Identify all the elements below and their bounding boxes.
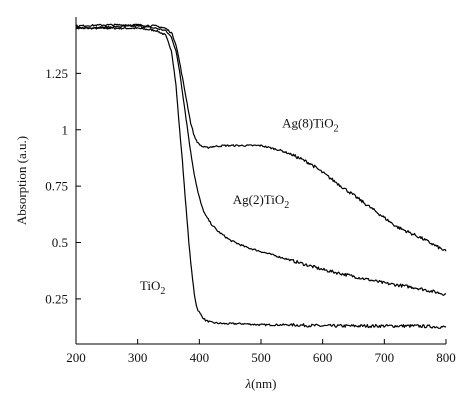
x-tick-label: 800 [436, 350, 456, 365]
series-label-0: TiO2 [140, 278, 165, 297]
series-label-base: Ag(8)TiO [282, 116, 334, 131]
series-label-1: Ag(2)TiO2 [233, 192, 290, 211]
x-tick-label: 300 [128, 350, 148, 365]
x-tick-label: 400 [190, 350, 210, 365]
x-axis-symbol: λ [245, 376, 252, 391]
x-tick-label: 500 [251, 350, 271, 365]
series-label-base: Ag(2)TiO [233, 192, 285, 207]
y-tick-label: 1.25 [45, 66, 68, 81]
x-axis-unit: (nm) [251, 376, 276, 391]
chart-labels: Absorption (a.u.)λ(nm)TiO2Ag(2)TiO2Ag(8)… [14, 116, 339, 391]
y-tick-label: 0.25 [45, 291, 68, 306]
x-axis-label: λ(nm) [245, 376, 277, 391]
chart-series [75, 23, 447, 329]
y-tick-label: 0.75 [45, 179, 68, 194]
x-tick-label: 600 [313, 350, 333, 365]
series-line-2 [75, 23, 447, 252]
y-tick-label: 0.5 [52, 235, 68, 250]
y-axis-label: Absorption (a.u.) [14, 136, 29, 225]
x-tick-label: 200 [66, 350, 86, 365]
series-line-1 [75, 24, 447, 296]
y-tick-label: 1 [62, 122, 69, 137]
series-label-subscript: 2 [160, 286, 165, 297]
series-line-0 [75, 26, 447, 329]
series-label-subscript: 2 [334, 124, 339, 135]
series-label-subscript: 2 [284, 200, 289, 211]
series-label-2: Ag(8)TiO2 [282, 116, 339, 135]
chart-axes: 200 300 400 500 600 700 800 0.25 0.5 0.75 1 1.25 [45, 17, 456, 365]
x-tick-label: 700 [375, 350, 395, 365]
series-label-base: TiO [140, 278, 160, 293]
